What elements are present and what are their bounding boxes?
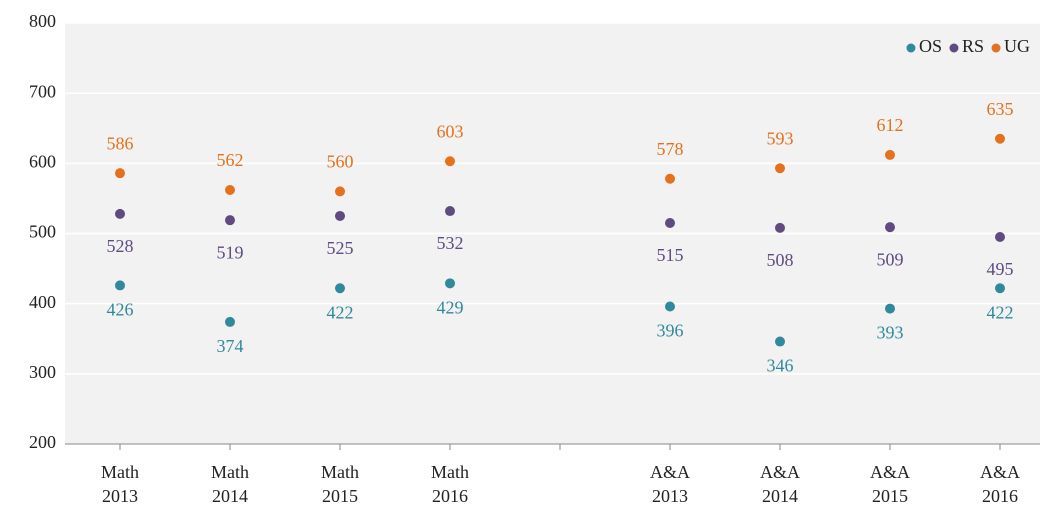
dot [225, 215, 235, 226]
dot [445, 156, 455, 167]
data-label: 393 [877, 323, 904, 343]
dot [665, 173, 675, 184]
dot [775, 163, 785, 174]
x-tick-label: A&A 2013 [650, 462, 690, 506]
data-label: 396 [657, 321, 684, 341]
dot [995, 232, 1005, 243]
data-label: 532 [437, 233, 464, 253]
data-label: 422 [327, 302, 354, 322]
data-label: 515 [657, 245, 684, 265]
data-label: 422 [987, 302, 1014, 322]
data-label: 495 [987, 259, 1014, 279]
data-label: 586 [107, 133, 134, 153]
legend-label: RS [962, 36, 984, 56]
data-label: 560 [327, 152, 354, 172]
dot [665, 217, 675, 228]
y-tick-label: 600 [29, 151, 56, 171]
dot [775, 222, 785, 233]
data-label: 603 [437, 121, 464, 141]
legend-swatch [949, 43, 959, 53]
dot [775, 336, 785, 347]
y-tick-label: 500 [29, 222, 56, 242]
legend-label: OS [919, 36, 942, 56]
y-tick-label: 200 [29, 432, 56, 452]
x-tick-label: A&A 2015 [870, 462, 910, 506]
data-label: 508 [767, 250, 794, 270]
dot [115, 208, 125, 219]
data-label: 593 [767, 128, 794, 148]
y-tick-label: 400 [29, 292, 56, 312]
y-tick-label: 700 [29, 81, 56, 101]
data-label: 429 [437, 297, 464, 317]
legend-swatch [991, 43, 1001, 53]
dot [115, 280, 125, 291]
dot [115, 168, 125, 179]
x-tick-label: A&A 2014 [760, 462, 800, 506]
dot [225, 184, 235, 195]
dot [335, 210, 345, 221]
dot [445, 278, 455, 289]
y-tick-label: 300 [29, 362, 56, 382]
data-label: 509 [877, 249, 904, 269]
legend-swatch [906, 43, 916, 53]
x-tick-label: A&A 2016 [980, 462, 1020, 506]
data-label: 612 [877, 115, 904, 135]
dot [225, 316, 235, 327]
data-label: 528 [107, 236, 134, 256]
dot [665, 301, 675, 312]
dot [995, 133, 1005, 144]
x-tick-label: Math 2015 [321, 462, 359, 506]
data-label: 374 [217, 336, 244, 356]
legend-label: UG [1004, 36, 1030, 56]
data-label: 525 [327, 238, 354, 258]
dot [995, 283, 1005, 294]
data-label: 562 [217, 150, 244, 170]
data-label: 519 [217, 242, 244, 262]
data-label: 635 [987, 99, 1014, 119]
data-label: 346 [767, 356, 794, 376]
dot [335, 283, 345, 294]
dot [885, 222, 895, 233]
x-tick-label: Math 2016 [431, 462, 469, 506]
dot [335, 186, 345, 197]
dot [885, 149, 895, 160]
data-label: 426 [107, 300, 134, 320]
x-tick-label: Math 2013 [101, 462, 139, 506]
x-tick-label: Math 2014 [211, 462, 249, 506]
data-label: 578 [657, 139, 684, 159]
dot [885, 303, 895, 314]
dot [445, 206, 455, 217]
y-tick-label: 800 [29, 11, 56, 31]
